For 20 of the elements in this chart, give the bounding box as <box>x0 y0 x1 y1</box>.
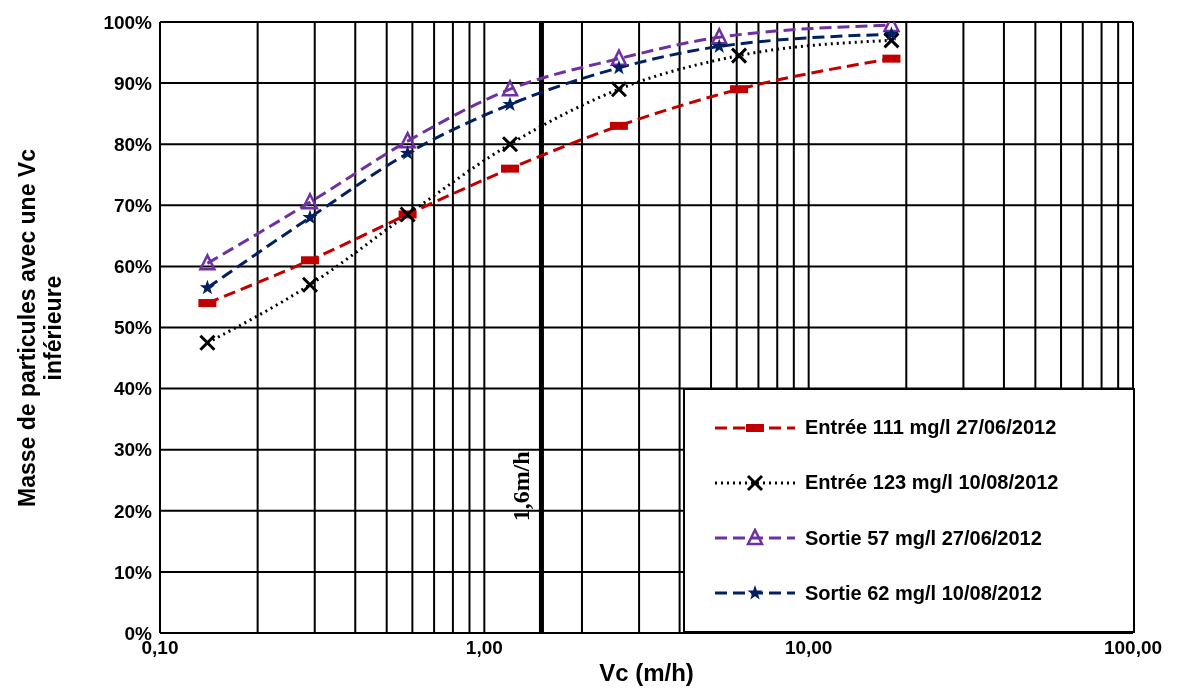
y-tick-label: 20% <box>113 500 153 522</box>
y-tick-label: 90% <box>113 72 153 94</box>
y-tick-label: 60% <box>113 256 153 278</box>
y-tick-label: 40% <box>113 378 153 400</box>
legend-label: Entrée 111 mg/l 27/06/2012 <box>805 416 1057 440</box>
legend-label: Sortie 57 mg/l 27/06/2012 <box>805 526 1042 550</box>
ref-line-label: 1,6m/h <box>508 451 535 522</box>
y-tick-label: 30% <box>113 439 153 461</box>
y-tick-label: 10% <box>113 561 153 583</box>
y-axis-title: Masse de particules avec une Vc inférieure <box>14 148 66 509</box>
legend-label: Entrée 123 mg/l 10/08/2012 <box>805 471 1059 495</box>
x-tick-label: 10,00 <box>784 637 833 659</box>
x-axis-title: Vc (m/h) <box>599 659 694 686</box>
x-tick-label: 100,00 <box>1103 637 1163 659</box>
y-tick-label: 80% <box>113 133 153 155</box>
legend-label: Sortie 62 mg/l 10/08/2012 <box>805 581 1042 605</box>
x-tick-label: 1,00 <box>465 637 503 659</box>
y-tick-label: 100% <box>103 11 153 33</box>
y-tick-label: 70% <box>113 195 153 217</box>
y-tick-label: 50% <box>113 317 153 339</box>
